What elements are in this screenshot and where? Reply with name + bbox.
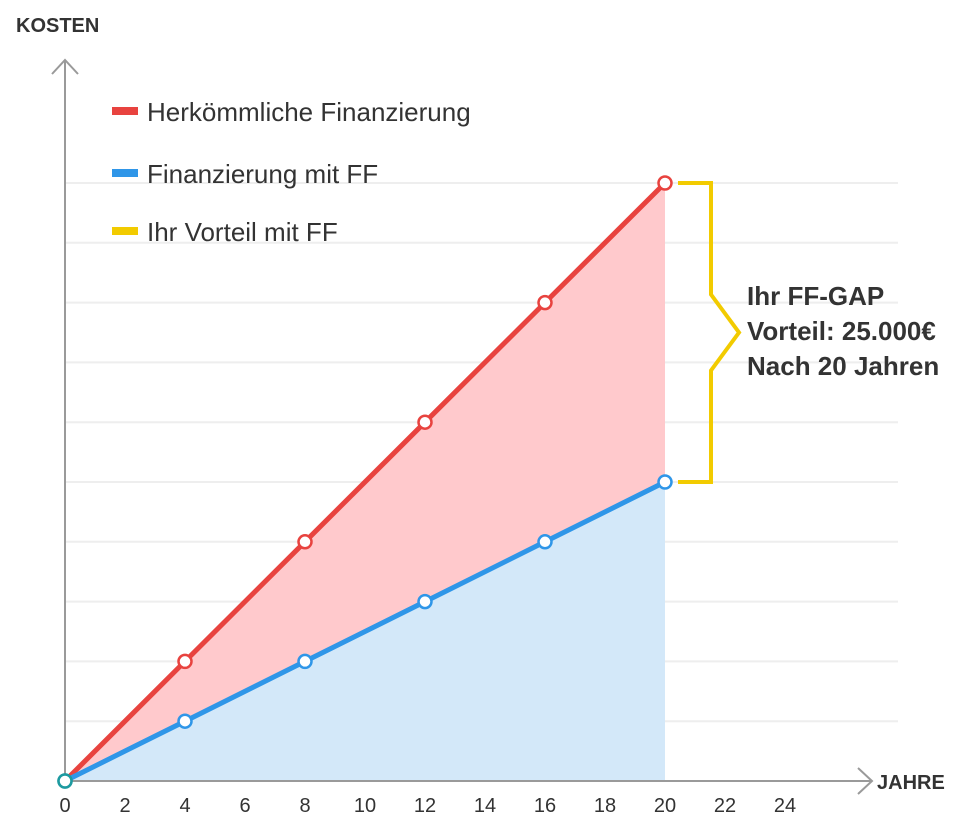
x-tick-label: 8 <box>299 795 310 817</box>
gap-bracket <box>678 181 742 484</box>
x-tick-label: 14 <box>474 795 496 817</box>
x-tick-label: 10 <box>354 795 376 817</box>
series-points <box>57 175 673 789</box>
x-tick-label: 4 <box>179 795 190 817</box>
x-tick-label: 12 <box>414 795 436 817</box>
data-point-conventional <box>657 175 673 191</box>
legend-label: Ihr Vorteil mit FF <box>147 217 338 247</box>
data-point-conventional <box>297 534 313 550</box>
legend-label: Herkömmliche Finanzierung <box>147 97 471 127</box>
data-point-conventional <box>537 294 553 311</box>
data-point-ff <box>657 474 673 490</box>
gap-annotation: Ihr FF-GAP Vorteil: 25.000€ Nach 20 Jahren <box>747 281 939 381</box>
data-point-ff <box>417 593 433 610</box>
x-axis-title: JAHRE <box>877 772 945 794</box>
axes: KOSTEN JAHRE <box>16 15 945 795</box>
y-axis-title: KOSTEN <box>16 15 99 37</box>
x-axis-arrow <box>857 767 874 795</box>
x-tick-label: 2 <box>119 795 130 817</box>
legend-swatch <box>112 227 138 235</box>
series-lines <box>63 181 667 784</box>
data-point-ff <box>177 713 193 729</box>
annotation-line: Ihr FF-GAP <box>747 281 884 311</box>
x-tick-label: 18 <box>594 795 616 817</box>
data-point-conventional <box>417 414 433 430</box>
annotation-line: Vorteil: 25.000€ <box>747 316 936 346</box>
gap-bracket-path <box>678 181 742 484</box>
y-axis-arrow <box>51 58 79 75</box>
legend-swatch <box>112 107 138 115</box>
x-tick-label: 6 <box>239 795 250 817</box>
x-tick-label: 0 <box>59 795 70 817</box>
series-line-conventional <box>63 181 667 783</box>
x-tick-label: 20 <box>654 795 676 817</box>
data-point-conventional <box>57 773 73 789</box>
annotation-line: Nach 20 Jahren <box>747 351 939 381</box>
legend-label: Finanzierung mit FF <box>147 159 378 189</box>
series-line-ff <box>63 479 667 784</box>
x-tick-label: 16 <box>534 795 556 817</box>
x-tick-labels: 0 2 4 6 8 10 12 14 16 18 20 22 24 <box>59 795 796 817</box>
x-tick-label: 22 <box>714 795 736 817</box>
data-point-ff <box>297 653 313 670</box>
data-point-conventional <box>177 653 193 670</box>
legend-swatch <box>112 169 138 177</box>
legend: Herkömmliche Finanzierung Finanzierung mi… <box>112 97 471 247</box>
data-point-ff <box>537 534 553 550</box>
x-tick-label: 24 <box>774 795 796 817</box>
